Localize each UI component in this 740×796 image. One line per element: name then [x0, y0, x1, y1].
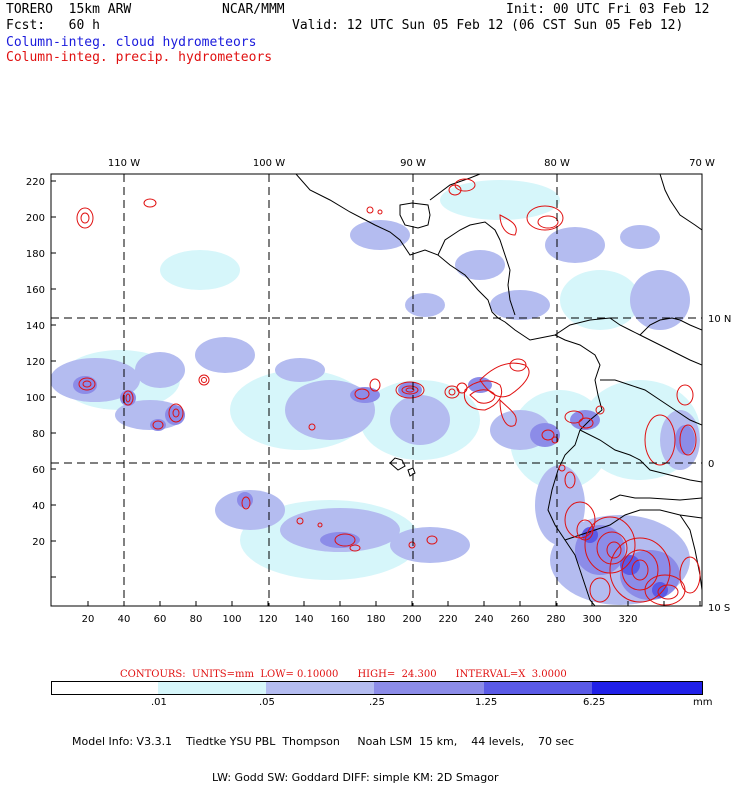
x-tick: 100 [222, 614, 241, 625]
axis-ticks [51, 180, 701, 606]
x-tick: 200 [402, 614, 421, 625]
y-tick: 100 [26, 393, 45, 404]
x-tick: 260 [510, 614, 529, 625]
y-tick: 140 [26, 321, 45, 332]
forecast-hour: Fcst: 60 h [6, 18, 100, 33]
lat-lon-grid [51, 174, 702, 606]
lat-label-10s: 10 S [708, 603, 730, 614]
x-tick: 220 [438, 614, 457, 625]
field-label-cloud: Column-integ. cloud hydrometeors [6, 35, 257, 50]
init-time: Init: 00 UTC Fri 03 Feb 12 [506, 2, 710, 17]
y-tick: 160 [26, 285, 45, 296]
legend-label: .01 [151, 697, 167, 708]
contour-info: CONTOURS: UNITS=mm LOW= 0.10000 HIGH= 24… [120, 669, 567, 680]
x-tick: 160 [330, 614, 349, 625]
x-tick: 120 [258, 614, 277, 625]
x-tick: 240 [474, 614, 493, 625]
legend-unit: mm [693, 697, 713, 708]
lon-label-70w: 70 W [689, 158, 715, 169]
y-tick: 40 [32, 501, 45, 512]
x-tick: 320 [618, 614, 637, 625]
legend-bin-1 [158, 681, 266, 695]
lon-label-80w: 80 W [544, 158, 570, 169]
y-tick: 200 [26, 213, 45, 224]
valid-time: Valid: 12 UTC Sun 05 Feb 12 (06 CST Sun … [292, 18, 684, 33]
field-label-precip: Column-integ. precip. hydrometeors [6, 50, 273, 65]
legend-bin-4 [484, 681, 592, 695]
legend-bin-2 [266, 681, 374, 695]
x-tick: 140 [294, 614, 313, 625]
precip-contours [76, 178, 701, 606]
x-tick: 20 [82, 614, 95, 625]
x-tick: 180 [366, 614, 385, 625]
y-tick: 220 [26, 177, 45, 188]
cloud-hydrometeor-fill [51, 180, 700, 605]
legend-bin-0 [51, 681, 159, 695]
lat-label-10n: 10 N [708, 314, 731, 325]
x-tick: 60 [154, 614, 167, 625]
legend-label: 6.25 [583, 697, 606, 708]
y-tick: 120 [26, 357, 45, 368]
y-tick: 20 [32, 537, 45, 548]
x-tick: 80 [190, 614, 203, 625]
legend-label: .05 [259, 697, 275, 708]
model-title: TORERO 15km ARW [6, 2, 132, 17]
model-info-line2: LW: Godd SW: Goddard DIFF: simple KM: 2D… [212, 771, 499, 784]
weather-map: 110 W 100 W 90 W 80 W 70 W 10 N 0 10 S 2… [26, 158, 731, 625]
x-tick: 40 [118, 614, 131, 625]
x-tick: 300 [582, 614, 601, 625]
lon-label-110w: 110 W [108, 158, 140, 169]
legend-label: .25 [369, 697, 385, 708]
y-tick: 60 [32, 465, 45, 476]
legend-label: 1.25 [475, 697, 498, 708]
model-info-line1: Model Info: V3.3.1 Tiedtke YSU PBL Thomp… [72, 735, 575, 748]
org-label: NCAR/MMM [222, 2, 285, 17]
y-tick: 180 [26, 249, 45, 260]
legend-bin-3 [374, 681, 484, 695]
lon-label-100w: 100 W [253, 158, 285, 169]
y-tick: 80 [32, 429, 45, 440]
model-info: Model Info: V3.3.1 Tiedtke YSU PBL Thomp… [72, 712, 574, 796]
legend-bin-5 [592, 681, 703, 695]
x-tick: 280 [546, 614, 565, 625]
lat-label-0: 0 [708, 459, 714, 470]
lon-label-90w: 90 W [400, 158, 426, 169]
